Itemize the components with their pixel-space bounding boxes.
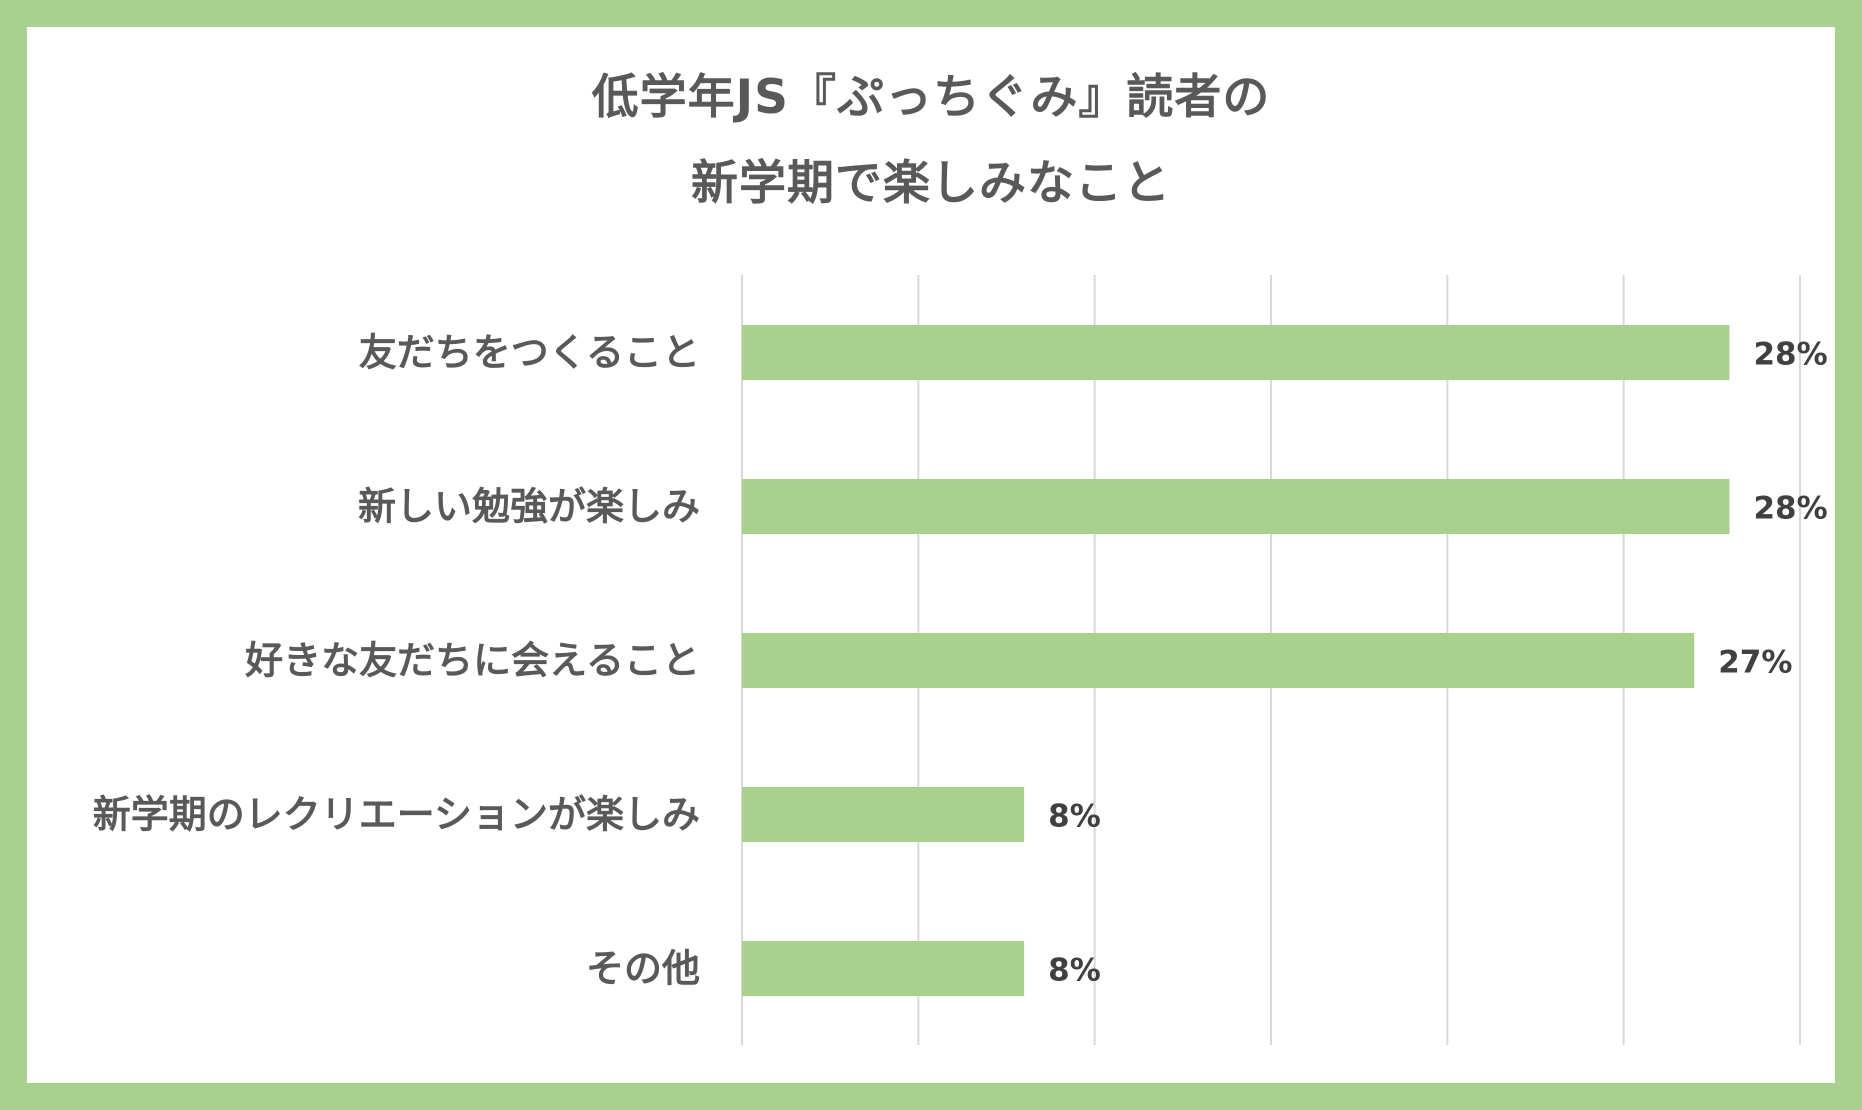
value-label-3: 8% xyxy=(1048,799,1101,835)
category-label-0: 友だちをつくること xyxy=(359,331,700,375)
bar-3 xyxy=(742,787,1025,842)
value-label-4: 8% xyxy=(1048,953,1101,989)
bar-4 xyxy=(742,941,1025,996)
bar-2 xyxy=(742,633,1695,688)
category-label-4: その他 xyxy=(586,947,700,991)
value-label-1: 28% xyxy=(1753,491,1827,527)
value-label-0: 28% xyxy=(1753,337,1827,373)
value-label-2: 27% xyxy=(1718,645,1792,681)
chart-title-line-1: 低学年JS『ぷっちぐみ』読者の xyxy=(591,70,1271,125)
chart-title-line-2: 新学期で楽しみなこと xyxy=(691,156,1171,211)
bar-0 xyxy=(742,325,1730,380)
category-label-3: 新学期のレクリエーションが楽しみ xyxy=(93,793,700,837)
category-label-1: 新しい勉強が楽しみ xyxy=(358,485,700,529)
bar-1 xyxy=(742,479,1730,534)
category-label-2: 好きな友だちに会えること xyxy=(244,639,700,683)
